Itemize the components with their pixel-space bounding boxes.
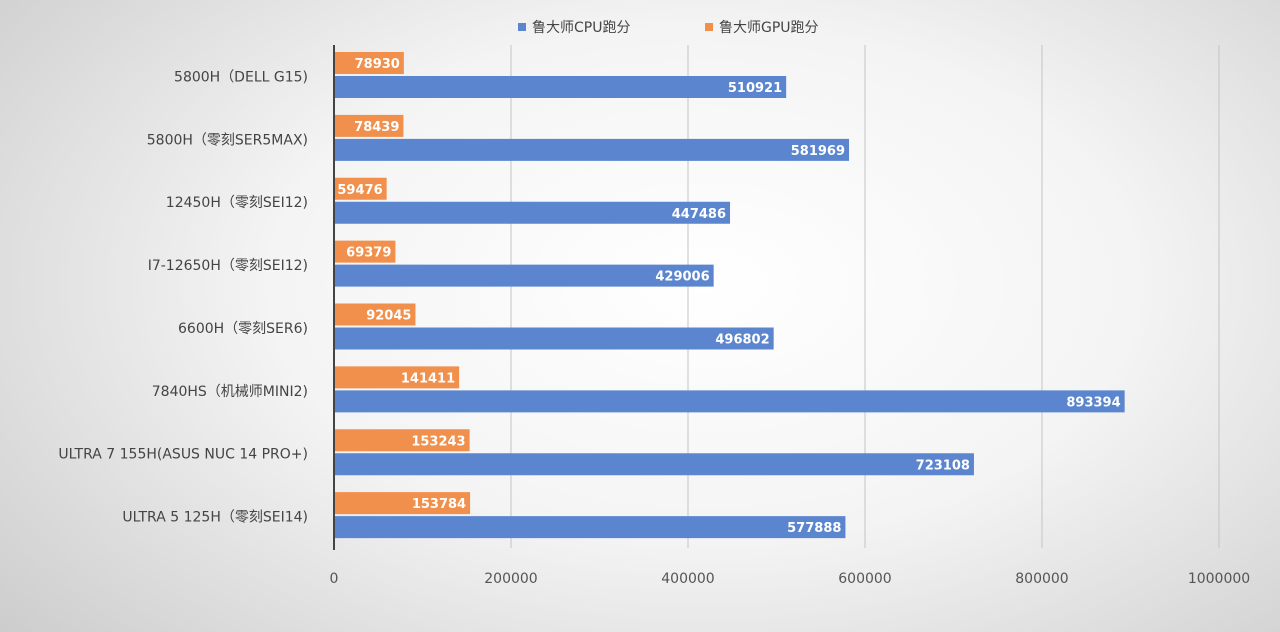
data-label: 153784: [412, 497, 466, 512]
data-label: 153243: [411, 434, 465, 449]
cpu-bar: [334, 516, 846, 539]
x-tick-label: 200000: [484, 571, 537, 587]
category-label: ULTRA 5 125H（零刻SEI14): [122, 510, 308, 526]
gpu-bar: [334, 366, 460, 389]
gpu-bar: [334, 429, 470, 452]
gpu-bar: [334, 240, 396, 263]
cpu-bar: [334, 390, 1125, 413]
data-label: 510921: [728, 81, 782, 96]
x-tick-label: 600000: [838, 571, 891, 587]
cpu-bar: [334, 201, 731, 224]
cpu-bar: [334, 453, 974, 476]
data-label: 59476: [337, 183, 382, 198]
data-label: 78439: [354, 120, 399, 135]
legend-label: 鲁大师CPU跑分: [532, 20, 630, 36]
data-label: 141411: [401, 371, 455, 386]
legend-label: 鲁大师GPU跑分: [719, 20, 819, 36]
category-label: 12450H（零刻SEI12): [166, 195, 308, 211]
data-label: 429006: [655, 270, 709, 285]
data-label: 723108: [916, 458, 970, 473]
data-label: 496802: [715, 333, 769, 348]
cpu-bar: [334, 327, 774, 350]
legend-swatch: [705, 23, 713, 31]
cpu-bar: [334, 264, 714, 287]
category-label: 5800H（DELL G15): [174, 69, 308, 85]
category-label: 5800H（零刻SER5MAX): [147, 132, 308, 148]
x-tick-label: 1000000: [1188, 571, 1250, 587]
category-label: ULTRA 7 155H(ASUS NUC 14 PRO+): [58, 447, 308, 463]
x-tick-label: 400000: [661, 571, 714, 587]
data-label: 581969: [791, 144, 845, 159]
x-tick-label: 800000: [1015, 571, 1068, 587]
legend-swatch: [518, 23, 526, 31]
category-label: 6600H（零刻SER6): [178, 321, 308, 337]
gpu-bar: [334, 303, 416, 326]
category-label: I7-12650H（零刻SEI12): [148, 258, 308, 274]
gpu-bar: [334, 492, 471, 515]
data-label: 893394: [1066, 395, 1120, 410]
data-label: 78930: [355, 57, 400, 72]
gpu-bar: [334, 52, 404, 74]
x-tick-label: 0: [330, 571, 339, 587]
gpu-bar: [334, 177, 387, 200]
data-label: 69379: [346, 246, 391, 261]
data-label: 92045: [366, 309, 411, 324]
cpu-bar: [334, 138, 850, 161]
gpu-bar: [334, 114, 404, 137]
category-label: 7840HS（机械师MINI2): [152, 384, 308, 400]
data-label: 577888: [787, 521, 841, 536]
cpu-bar: [334, 76, 787, 98]
data-label: 447486: [672, 207, 726, 222]
